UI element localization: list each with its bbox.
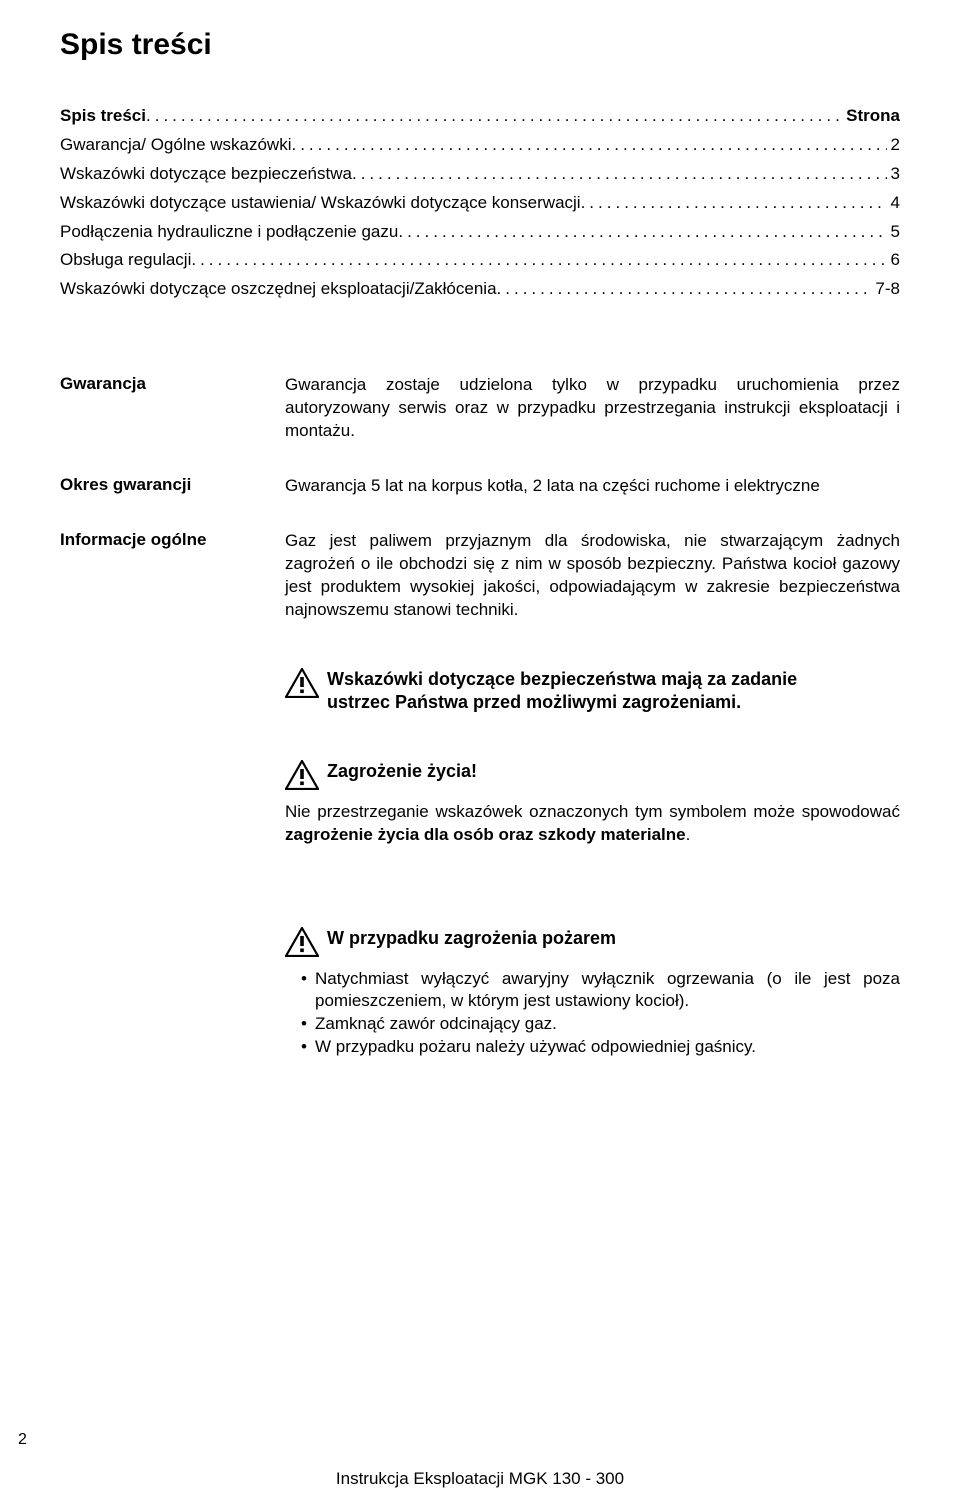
bullet-mark-icon: • <box>301 1036 315 1059</box>
warning-block: Zagrożenie życia! <box>285 760 900 797</box>
warning-triangle-icon <box>285 668 319 705</box>
page-title: Spis treści <box>60 28 900 62</box>
toc-page: 5 <box>887 218 900 247</box>
section-info: Informacje ogólne Gaz jest paliwem przyj… <box>60 530 900 1059</box>
toc: Spis treści Strona Gwarancja/ Ogólne wsk… <box>60 102 900 304</box>
warning-block: Wskazówki dotyczące bezpieczeństwa mają … <box>285 668 900 714</box>
bullet-text: Zamknąć zawór odcinający gaz. <box>315 1013 900 1036</box>
warning-body-part: . <box>686 825 691 844</box>
toc-row: Gwarancja/ Ogólne wskazówki 2 <box>60 131 900 160</box>
toc-page: 4 <box>887 189 900 218</box>
warning-body: Nie przestrzeganie wskazówek oznaczonych… <box>285 801 900 847</box>
toc-dots <box>398 218 886 247</box>
warning-text: Wskazówki dotyczące bezpieczeństwa mają … <box>327 668 900 714</box>
toc-row: Spis treści Strona <box>60 102 900 131</box>
toc-page: 7-8 <box>871 275 900 304</box>
warning-body-part: Nie przestrzeganie wskazówek oznaczonych… <box>285 802 900 821</box>
bullet-mark-icon: • <box>301 968 315 1014</box>
warning-text: W przypadku zagrożenia pożarem <box>327 927 900 950</box>
toc-page: 2 <box>887 131 900 160</box>
warning-line: Wskazówki dotyczące bezpieczeństwa mają … <box>327 669 797 689</box>
toc-label: Wskazówki dotyczące ustawienia/ Wskazówk… <box>60 189 581 218</box>
toc-label: Wskazówki dotyczące oszczędnej eksploata… <box>60 275 497 304</box>
bullet-item: • W przypadku pożaru należy używać odpow… <box>301 1036 900 1059</box>
warning-title: W przypadku zagrożenia pożarem <box>327 928 616 948</box>
section-okres: Okres gwarancji Gwarancja 5 lat na korpu… <box>60 475 900 498</box>
toc-label: Spis treści <box>60 102 146 131</box>
toc-page: Strona <box>842 102 900 131</box>
section-label: Informacje ogólne <box>60 530 285 1059</box>
page-number: 2 <box>18 1431 27 1449</box>
section-body: Gwarancja zostaje udzielona tylko w przy… <box>285 374 900 443</box>
toc-label: Obsługa regulacji <box>60 246 191 275</box>
section-body: Gwarancja 5 lat na korpus kotła, 2 lata … <box>285 475 900 498</box>
toc-row: Wskazówki dotyczące oszczędnej eksploata… <box>60 275 900 304</box>
toc-label: Podłączenia hydrauliczne i podłączenie g… <box>60 218 398 247</box>
section-label: Gwarancja <box>60 374 285 443</box>
toc-row: Wskazówki dotyczące ustawienia/ Wskazówk… <box>60 189 900 218</box>
sections: Gwarancja Gwarancja zostaje udzielona ty… <box>60 374 900 1059</box>
bullet-text: W przypadku pożaru należy używać odpowie… <box>315 1036 900 1059</box>
warning-title: Zagrożenie życia! <box>327 761 477 781</box>
section-body: Gaz jest paliwem przyjaznym dla środowis… <box>285 530 900 1059</box>
toc-dots <box>291 131 886 160</box>
warning-triangle-icon <box>285 760 319 797</box>
toc-dots <box>191 246 886 275</box>
warning-bullets: • Natychmiast wyłączyć awaryjny wyłączni… <box>285 968 900 1060</box>
toc-label: Wskazówki dotyczące bezpieczeństwa <box>60 160 352 189</box>
toc-dots <box>352 160 887 189</box>
page: Spis treści Spis treści Strona Gwarancja… <box>0 0 960 1509</box>
warning-triangle-icon <box>285 927 319 964</box>
section-gwarancja: Gwarancja Gwarancja zostaje udzielona ty… <box>60 374 900 443</box>
toc-page: 3 <box>887 160 900 189</box>
warning-text: Zagrożenie życia! <box>327 760 900 783</box>
section-label: Okres gwarancji <box>60 475 285 498</box>
toc-page: 6 <box>887 246 900 275</box>
toc-row: Wskazówki dotyczące bezpieczeństwa 3 <box>60 160 900 189</box>
toc-dots <box>497 275 872 304</box>
bullet-text: Natychmiast wyłączyć awaryjny wyłącznik … <box>315 968 900 1014</box>
warning-block: W przypadku zagrożenia pożarem <box>285 927 900 964</box>
toc-label: Gwarancja/ Ogólne wskazówki <box>60 131 291 160</box>
toc-dots <box>146 102 842 131</box>
bullet-item: • Zamknąć zawór odcinający gaz. <box>301 1013 900 1036</box>
toc-dots <box>581 189 887 218</box>
toc-row: Podłączenia hydrauliczne i podłączenie g… <box>60 218 900 247</box>
warning-line: ustrzec Państwa przed możliwymi zagrożen… <box>327 692 741 712</box>
bullet-mark-icon: • <box>301 1013 315 1036</box>
warning-body-part: zagrożenie życia dla osób oraz szkody ma… <box>285 825 686 844</box>
page-footer: Instrukcja Eksploatacji MGK 130 - 300 <box>0 1469 960 1489</box>
bullet-item: • Natychmiast wyłączyć awaryjny wyłączni… <box>301 968 900 1014</box>
info-body-text: Gaz jest paliwem przyjaznym dla środowis… <box>285 530 900 622</box>
toc-row: Obsługa regulacji 6 <box>60 246 900 275</box>
